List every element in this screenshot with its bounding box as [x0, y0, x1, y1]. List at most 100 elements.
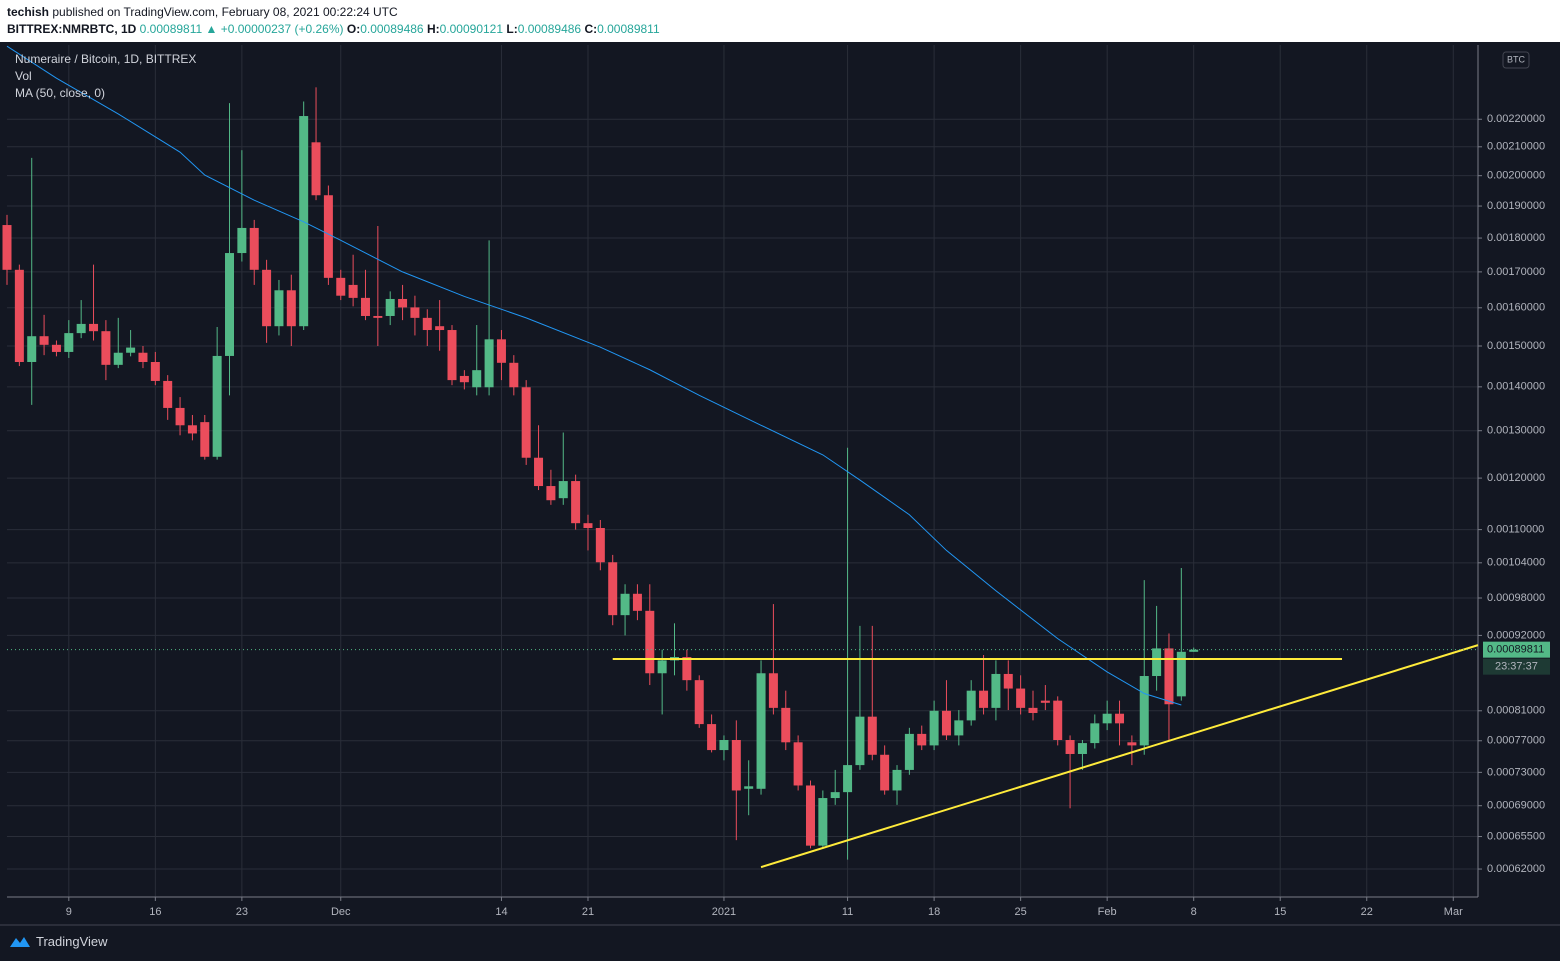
candle-body [14, 269, 24, 362]
candle-body [892, 769, 902, 791]
candle-body [447, 330, 457, 381]
candle-body [818, 798, 828, 846]
candle-body [756, 673, 766, 789]
candle-body [855, 716, 865, 766]
legend-vol: Vol [15, 69, 32, 83]
x-tick-label: Mar [1444, 906, 1463, 918]
candle-body [225, 253, 235, 356]
candle-body [212, 355, 222, 457]
y-tick-label: 0.00073000 [1487, 766, 1545, 778]
candle-body [435, 326, 445, 331]
candle-body [398, 298, 408, 308]
y-tick-label: 0.00170000 [1487, 266, 1545, 278]
symbol: BITTREX:NMRBTC, 1D [7, 22, 137, 36]
x-tick-label: 18 [928, 906, 940, 918]
candle-body [521, 387, 531, 458]
candle-body [929, 710, 939, 746]
candle-body [76, 323, 86, 334]
c-label: C: [584, 22, 598, 36]
candle-body [496, 339, 506, 363]
candle-body [484, 339, 494, 388]
candle-body [966, 690, 976, 721]
l-value: 0.00089486 [517, 22, 582, 36]
candle-body [422, 317, 432, 331]
candle-body [410, 307, 420, 318]
candle-body [1065, 739, 1075, 754]
last-price-box [1483, 641, 1550, 658]
x-tick-label: 9 [66, 906, 72, 918]
candle-body [1164, 648, 1174, 705]
candle-body [509, 362, 519, 388]
candle-body [867, 716, 877, 755]
logo [10, 937, 30, 947]
candle-body [657, 660, 667, 674]
y-tick-label: 0.00065500 [1487, 830, 1545, 842]
candle-body [632, 593, 642, 611]
y-tick-label: 0.00160000 [1487, 302, 1545, 314]
currency-box [1502, 51, 1530, 69]
candle-body [558, 481, 568, 499]
x-tick-label: 23 [236, 906, 248, 918]
candle-body [1189, 649, 1199, 652]
countdown: 23:37:37 [1495, 661, 1538, 673]
candle-body [694, 680, 704, 725]
x-tick-label: Dec [331, 906, 351, 918]
candle-body [51, 344, 61, 352]
candle-body [620, 593, 630, 616]
candle-body [917, 733, 927, 746]
candle-body [200, 422, 210, 457]
c-value: 0.00089811 [597, 22, 660, 36]
candle-body [991, 673, 1001, 708]
candle-body [138, 352, 148, 362]
header: techish published on TradingView.com, Fe… [0, 0, 1560, 42]
h-label: H: [426, 22, 440, 36]
candle-body [1028, 707, 1038, 713]
candle-body [1090, 723, 1100, 744]
l-label: L: [506, 22, 518, 36]
y-tick-label: 0.00104000 [1487, 557, 1545, 569]
candle-body [880, 754, 890, 791]
candle-body [163, 380, 173, 408]
currency: BTC [1507, 54, 1526, 64]
trend-line [760, 644, 1479, 869]
candle-body [1003, 673, 1013, 689]
chart-title: Numeraire / Bitcoin, 1D, BITTREX [15, 52, 196, 66]
candle-body [262, 269, 272, 327]
candle-body [113, 352, 123, 365]
y-tick-label: 0.00150000 [1487, 340, 1545, 352]
y-tick-label: 0.00081000 [1487, 705, 1545, 717]
y-tick-label: 0.00200000 [1487, 170, 1545, 182]
candle-body [336, 277, 346, 296]
candle-body [608, 562, 618, 616]
candle-body [1115, 713, 1125, 724]
candle-body [1040, 700, 1050, 703]
x-tick-label: 8 [1191, 906, 1197, 918]
candle-body [373, 315, 383, 318]
candle-body [781, 707, 791, 743]
candle-body [286, 290, 296, 327]
last-price: 0.00089811 [139, 22, 203, 36]
brand: TradingView [36, 933, 108, 949]
candle-body [1139, 676, 1149, 746]
candle-body [1127, 742, 1137, 746]
change: ▲ +0.00000237 (+0.26%) [205, 22, 344, 36]
candle-body [595, 527, 605, 563]
candle-body [150, 361, 160, 381]
candle-body [39, 336, 49, 345]
o-label: O: [346, 22, 361, 36]
candle-body [459, 375, 469, 383]
o-value: 0.00089486 [360, 22, 424, 36]
y-tick-label: 0.00110000 [1487, 524, 1544, 536]
x-tick-label: 14 [495, 906, 507, 918]
footer: TradingView [8, 933, 108, 949]
x-tick-label: 25 [1015, 906, 1027, 918]
candle-body [682, 657, 692, 681]
x-tick-label: 22 [1361, 906, 1373, 918]
legend-ma: MA (50, close, 0) [15, 86, 105, 100]
candle-body [1152, 648, 1162, 677]
last-price-label: 0.00089811 [1487, 644, 1544, 656]
y-tick-label: 0.00140000 [1487, 381, 1545, 393]
candle-body [534, 457, 544, 487]
